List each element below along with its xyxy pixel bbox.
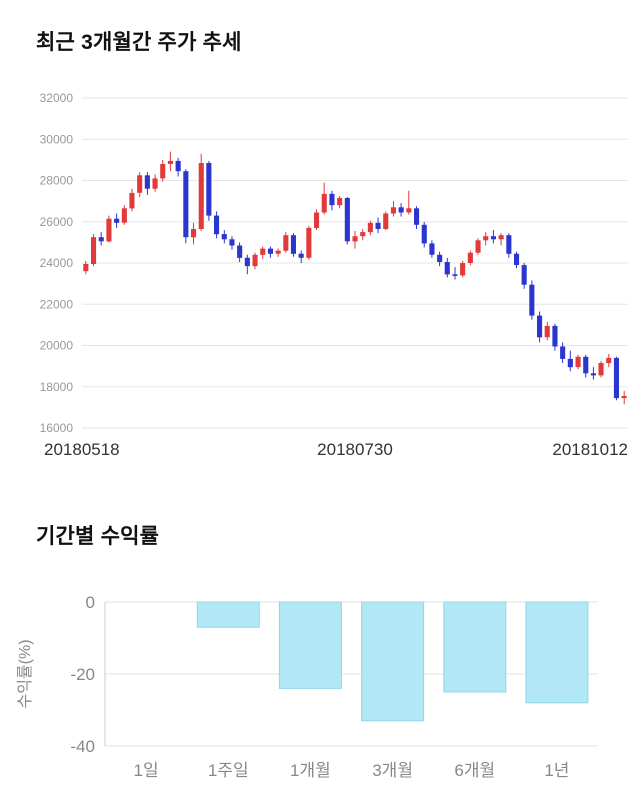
svg-text:6개월: 6개월 xyxy=(454,761,495,780)
svg-text:20000: 20000 xyxy=(40,339,74,353)
svg-text:1년: 1년 xyxy=(544,761,569,780)
svg-text:32000: 32000 xyxy=(40,91,74,105)
svg-text:20180518: 20180518 xyxy=(44,440,120,459)
svg-text:16000: 16000 xyxy=(40,421,74,435)
svg-text:28000: 28000 xyxy=(40,174,74,188)
svg-text:1일: 1일 xyxy=(134,761,159,780)
svg-text:0: 0 xyxy=(86,593,95,612)
svg-text:30000: 30000 xyxy=(40,132,74,146)
period-returns-bar-chart: 0 -20 -40 수익률(%) 1일 1주일 1개월 3개월 6개월 1년 xyxy=(0,566,640,806)
svg-text:-40: -40 xyxy=(70,737,95,756)
svg-text:수익률(%): 수익률(%) xyxy=(16,639,34,708)
returns-chart-title: 기간별 수익률 xyxy=(36,525,160,548)
svg-text:20180730: 20180730 xyxy=(317,440,393,459)
price-chart-title: 최근 3개월간 주가 추세 xyxy=(36,31,242,54)
svg-text:22000: 22000 xyxy=(40,297,74,311)
svg-text:18000: 18000 xyxy=(40,380,74,394)
svg-text:3개월: 3개월 xyxy=(372,761,413,780)
svg-text:24000: 24000 xyxy=(40,256,74,270)
candlestick-svg: 16000 18000 20000 22000 24000 26000 28000 30000… xyxy=(40,91,628,459)
svg-text:26000: 26000 xyxy=(40,215,74,229)
svg-text:20181012: 20181012 xyxy=(552,440,628,459)
svg-text:1주일: 1주일 xyxy=(208,761,249,780)
svg-text:-20: -20 xyxy=(70,665,95,684)
price-candlestick-chart: 16000 18000 20000 22000 24000 26000 28000 30000… xyxy=(0,78,640,470)
bar-chart-svg: 0 -20 -40 수익률(%) 1일 1주일 1개월 3개월 6개월 1년 xyxy=(16,593,598,780)
svg-text:1개월: 1개월 xyxy=(290,761,331,780)
